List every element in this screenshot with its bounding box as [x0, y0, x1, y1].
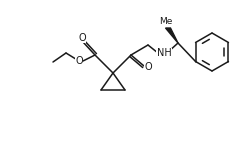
Text: NH: NH	[156, 48, 171, 58]
Text: O: O	[78, 33, 85, 43]
Text: O: O	[144, 62, 151, 72]
Text: Me: Me	[159, 17, 172, 26]
Text: O: O	[75, 56, 82, 66]
Polygon shape	[165, 28, 177, 43]
